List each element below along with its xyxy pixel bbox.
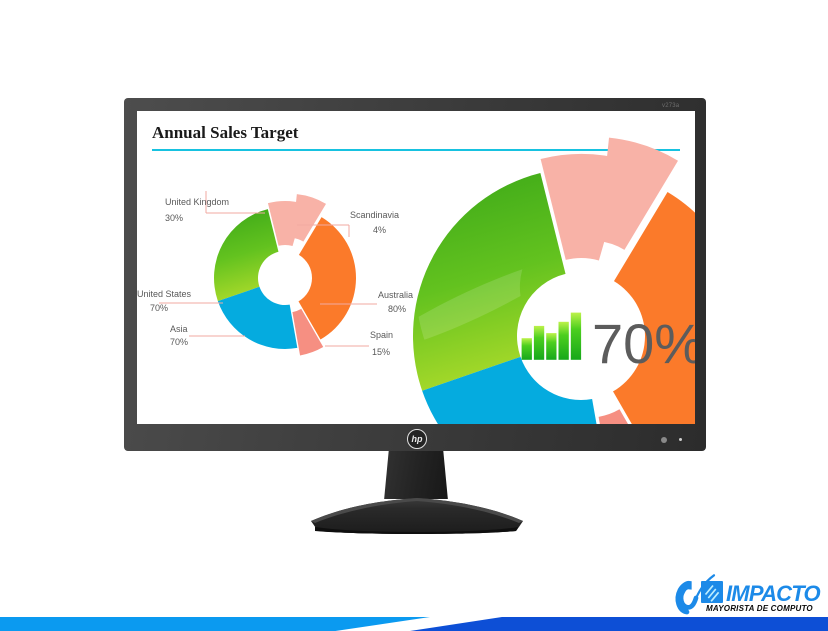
svg-text:IMPACTO: IMPACTO: [726, 581, 820, 606]
svg-text:70%: 70%: [592, 312, 695, 375]
svg-text:MAYORISTA DE COMPUTO: MAYORISTA DE COMPUTO: [706, 604, 813, 613]
